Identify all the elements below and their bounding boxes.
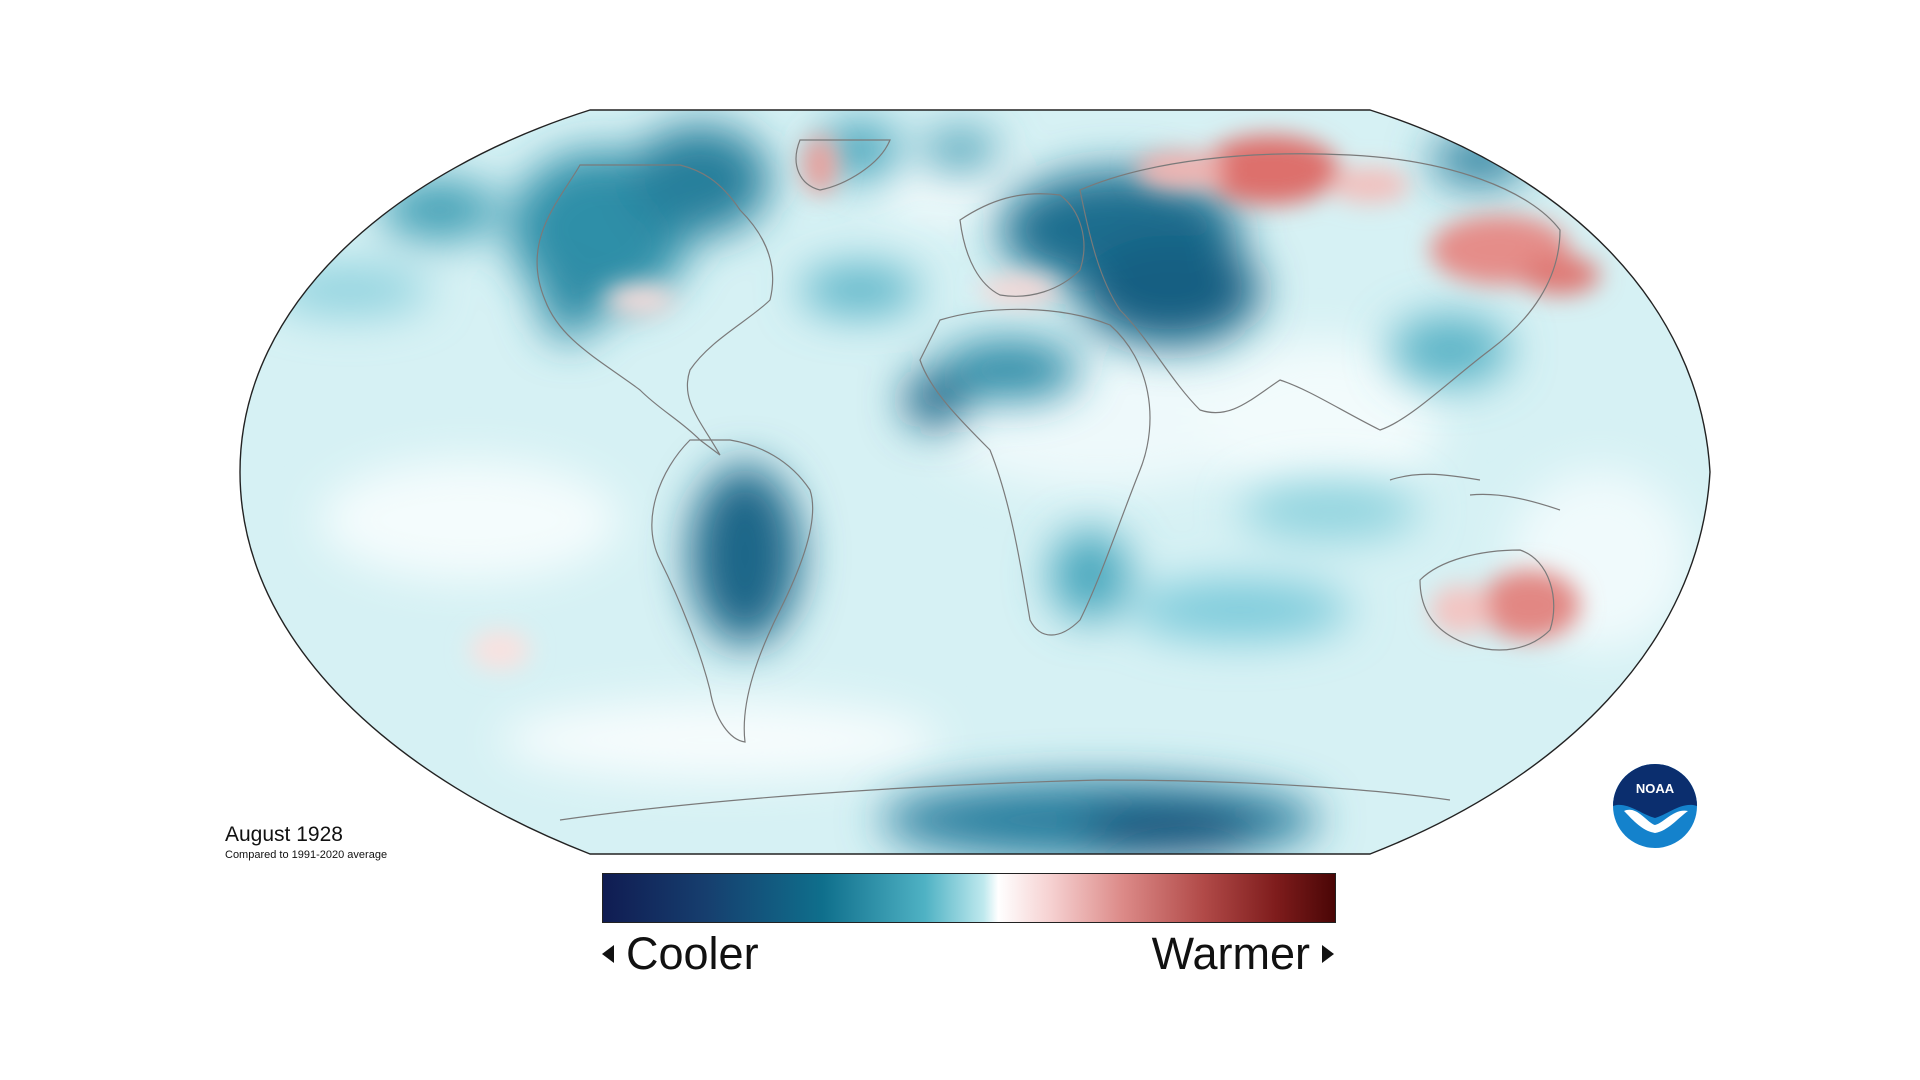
cooler-text: Cooler — [626, 928, 759, 979]
colorbar-warmer-label: Warmer — [1152, 928, 1334, 980]
greenland-coast — [795, 139, 891, 191]
africa-coast — [919, 308, 1151, 636]
warmer-text: Warmer — [1151, 928, 1310, 979]
caption-title: August 1928 — [225, 823, 343, 846]
antarctica-coast — [559, 779, 1451, 821]
coastlines — [536, 139, 1561, 821]
australia-coast — [1419, 549, 1555, 651]
caption-subtitle: Compared to 1991-2020 average — [225, 849, 388, 861]
warm-anomalies — [470, 135, 1600, 670]
anomaly-field — [240, 110, 1710, 854]
globe-outline — [239, 109, 1711, 855]
south-america-coast — [651, 439, 814, 743]
triangle-right-icon — [1322, 945, 1334, 963]
colorbar-cooler-label: Cooler — [602, 928, 759, 980]
asia-coast — [1079, 153, 1561, 431]
triangle-left-icon — [602, 945, 614, 963]
noaa-logo-icon: NOAA — [1613, 764, 1697, 848]
north-america-coast — [536, 164, 774, 456]
indonesia-coast — [1389, 473, 1561, 511]
colorbar — [602, 873, 1336, 923]
noaa-logo-text: NOAA — [1636, 781, 1675, 796]
map-caption: August 1928 Compared to 1991-2020 averag… — [225, 823, 387, 862]
cool-anomalies — [270, 120, 1530, 854]
europe-coast — [959, 193, 1085, 297]
